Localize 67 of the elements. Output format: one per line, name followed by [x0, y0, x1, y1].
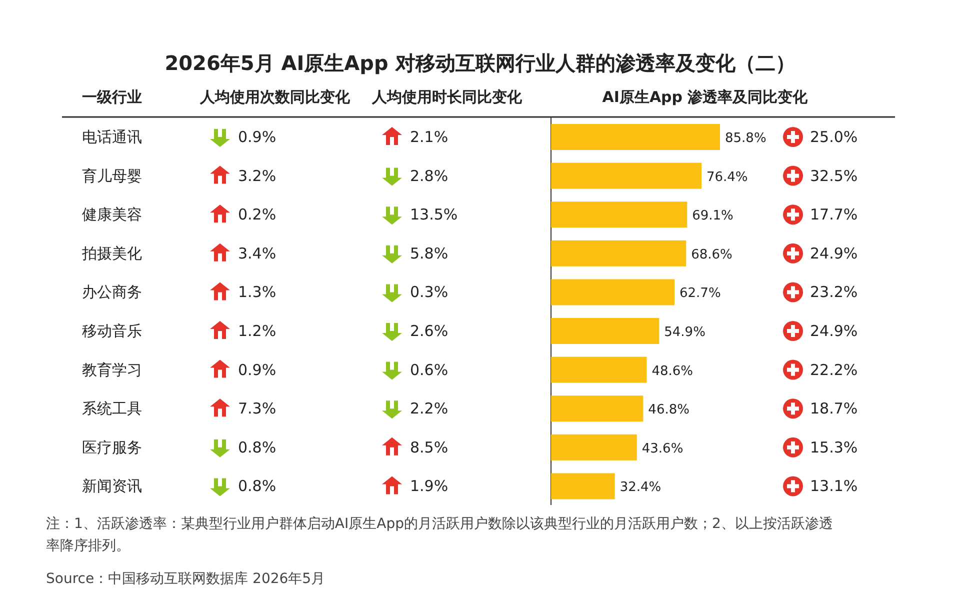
chart-title: AI原生App 渗透率及同比变化	[602, 88, 809, 106]
text: 注：1、活跃渗透率：某典型行业用户群体启动AI原生App的月活跃用户数除以该典型行业的月活跃用户数；2、以上按活跃渗透率降序排列。	[46, 516, 833, 554]
bar	[551, 473, 615, 500]
data-label: 3.2%	[238, 166, 276, 185]
data-label: 13.1%	[810, 477, 858, 496]
data-label: 0.8%	[238, 438, 276, 456]
y-tick-label: 拍摄美化	[81, 244, 142, 262]
data-label: 68.6%	[691, 247, 732, 262]
y-tick-label: 健康美容	[82, 206, 142, 224]
data-label: 0.2%	[238, 206, 276, 224]
data-label: 85.8%	[725, 131, 766, 146]
data-label: 76.4%	[706, 170, 748, 185]
bar	[551, 279, 674, 306]
data-label: 13.5%	[410, 206, 458, 224]
bar	[551, 434, 637, 460]
data-label: 25.0%	[810, 128, 858, 146]
data-label: 2.2%	[410, 400, 448, 418]
data-label: 48.6%	[652, 364, 694, 379]
data-label: 46.8%	[648, 402, 690, 418]
data-label: 0.9%	[238, 128, 276, 146]
bar	[551, 240, 686, 266]
bar	[551, 162, 702, 189]
y-tick-label: 育儿母婴	[82, 166, 142, 185]
data-label: 7.3%	[238, 400, 276, 418]
bar	[551, 396, 644, 422]
y-tick-label: 系统工具	[82, 400, 142, 418]
data-label: 24.9%	[810, 244, 858, 262]
data-label: 1.2%	[238, 322, 276, 340]
data-label: 0.9%	[238, 360, 276, 379]
data-label: 43.6%	[642, 441, 684, 456]
data-label: 15.3%	[810, 438, 858, 456]
data-label: 8.5%	[410, 438, 448, 456]
text: 2026年5月 AI原生App 对移动互联网行业人群的渗透率及变化（二）	[164, 51, 796, 75]
data-label: 54.9%	[664, 325, 706, 340]
data-label: 5.8%	[410, 244, 448, 262]
data-label: 2.1%	[410, 128, 448, 146]
data-label: 23.2%	[810, 283, 858, 302]
y-tick-label: 医疗服务	[82, 438, 142, 456]
data-label: 0.6%	[410, 360, 448, 379]
data-label: 22.2%	[810, 360, 858, 379]
text: 人均使用时长同比变化	[371, 88, 523, 106]
text: 人均使用次数同比变化	[199, 88, 351, 106]
data-label: 17.7%	[810, 206, 858, 224]
data-label: 62.7%	[680, 286, 721, 302]
data-label: 1.9%	[410, 477, 448, 496]
y-tick-label: 移动音乐	[82, 322, 142, 340]
data-label: 18.7%	[810, 400, 858, 418]
source-note: Source：中国移动互联网数据库 2026年5月	[46, 571, 326, 587]
data-label: 2.6%	[410, 322, 448, 340]
bar	[551, 356, 647, 383]
data-label: 69.1%	[692, 208, 734, 224]
bar	[551, 124, 720, 150]
bar	[551, 318, 660, 344]
data-label: 0.3%	[410, 283, 448, 302]
y-tick-label: 新闻资讯	[82, 477, 142, 496]
data-label: 32.5%	[810, 166, 858, 185]
y-tick-label: 电话通讯	[82, 128, 142, 146]
data-label: 2.8%	[410, 166, 448, 185]
data-label: 1.3%	[238, 283, 276, 302]
data-label: 3.4%	[238, 244, 276, 262]
data-label: 32.4%	[620, 480, 662, 496]
y-axis-title: 一级行业	[82, 88, 142, 106]
bar	[551, 202, 688, 228]
data-label: 24.9%	[810, 322, 858, 340]
y-tick-label: 教育学习	[82, 360, 142, 379]
data-label: 0.8%	[238, 477, 276, 496]
y-tick-label: 办公商务	[82, 283, 142, 302]
